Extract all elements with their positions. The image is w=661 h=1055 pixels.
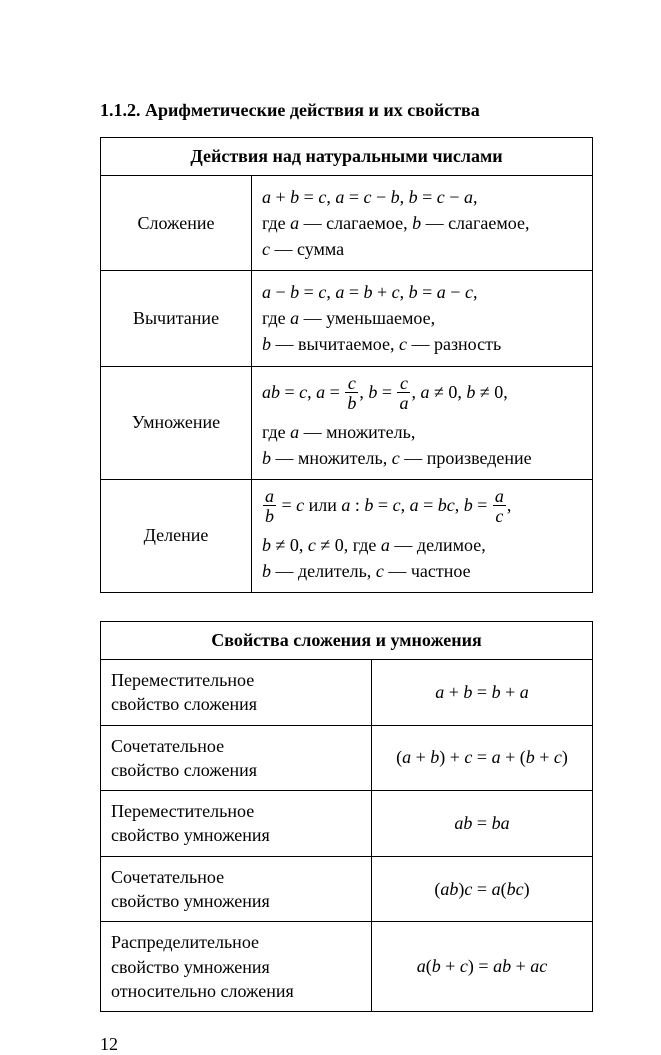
- table-row: Распределительноесвойство умноженияотнос…: [101, 922, 593, 1012]
- table-row: Сочетательноесвойство умножения (ab)c = …: [101, 856, 593, 922]
- def-line: b — множитель, c — произведение: [262, 445, 582, 471]
- table-row: Деление ab = c или a : b = c, a = bc, b …: [101, 479, 593, 592]
- property-name: Переместительноесвойство умножения: [101, 791, 372, 857]
- operations-table: Действия над натуральными числами Сложен…: [100, 137, 593, 593]
- property-formula: a + b = b + a: [372, 659, 593, 725]
- operation-name: Деление: [101, 479, 252, 592]
- operation-definition: ab = c или a : b = c, a = bc, b = ac, b …: [252, 479, 593, 592]
- property-formula: a(b + c) = ab + ac: [372, 922, 593, 1012]
- spacer: [100, 593, 593, 621]
- property-formula: (a + b) + c = a + (b + c): [372, 725, 593, 791]
- property-formula: ab = ba: [372, 791, 593, 857]
- operation-name: Вычитание: [101, 271, 252, 366]
- table-row: Сложение a + b = c, a = c − b, b = c − a…: [101, 176, 593, 271]
- operation-definition: a − b = c, a = b + c, b = a − c, где a —…: [252, 271, 593, 366]
- properties-table: Свойства сложения и умножения Переместит…: [100, 621, 593, 1012]
- table-row: Умножение ab = c, a = cb, b = ca, a ≠ 0,…: [101, 366, 593, 479]
- def-line: a + b = c, a = c − b, b = c − a,: [262, 184, 582, 210]
- def-line: где a — множитель,: [262, 419, 582, 445]
- def-line: b — делитель, c — частное: [262, 558, 582, 584]
- def-line: ab = c, a = cb, b = ca, a ≠ 0, b ≠ 0,: [262, 375, 582, 413]
- property-name: Сочетательноесвойство сложения: [101, 725, 372, 791]
- def-line: ab = c или a : b = c, a = bc, b = ac,: [262, 488, 582, 526]
- page-number: 12: [100, 1034, 593, 1055]
- property-name: Распределительноесвойство умноженияотнос…: [101, 922, 372, 1012]
- table-row: Переместительноесвойство сложения a + b …: [101, 659, 593, 725]
- operation-name: Умножение: [101, 366, 252, 479]
- def-line: b ≠ 0, c ≠ 0, где a — делимое,: [262, 532, 582, 558]
- section-title: 1.1.2. Арифметические действия и их свой…: [100, 100, 593, 121]
- property-formula: (ab)c = a(bc): [372, 856, 593, 922]
- def-line: где a — уменьшаемое,: [262, 305, 582, 331]
- table-row: Сочетательноесвойство сложения (a + b) +…: [101, 725, 593, 791]
- table-row: Переместительноесвойство умножения ab = …: [101, 791, 593, 857]
- def-line: b — вычитаемое, c — разность: [262, 331, 582, 357]
- operation-definition: ab = c, a = cb, b = ca, a ≠ 0, b ≠ 0, гд…: [252, 366, 593, 479]
- operations-table-header: Действия над натуральными числами: [101, 138, 593, 176]
- def-line: a − b = c, a = b + c, b = a − c,: [262, 279, 582, 305]
- property-name: Сочетательноесвойство умножения: [101, 856, 372, 922]
- property-name: Переместительноесвойство сложения: [101, 659, 372, 725]
- properties-table-header: Свойства сложения и умножения: [101, 621, 593, 659]
- page: 1.1.2. Арифметические действия и их свой…: [0, 0, 661, 1033]
- def-line: c — сумма: [262, 236, 582, 262]
- table-row: Вычитание a − b = c, a = b + c, b = a − …: [101, 271, 593, 366]
- operation-definition: a + b = c, a = c − b, b = c − a, где a —…: [252, 176, 593, 271]
- operation-name: Сложение: [101, 176, 252, 271]
- def-line: где a — слагаемое, b — слагаемое,: [262, 210, 582, 236]
